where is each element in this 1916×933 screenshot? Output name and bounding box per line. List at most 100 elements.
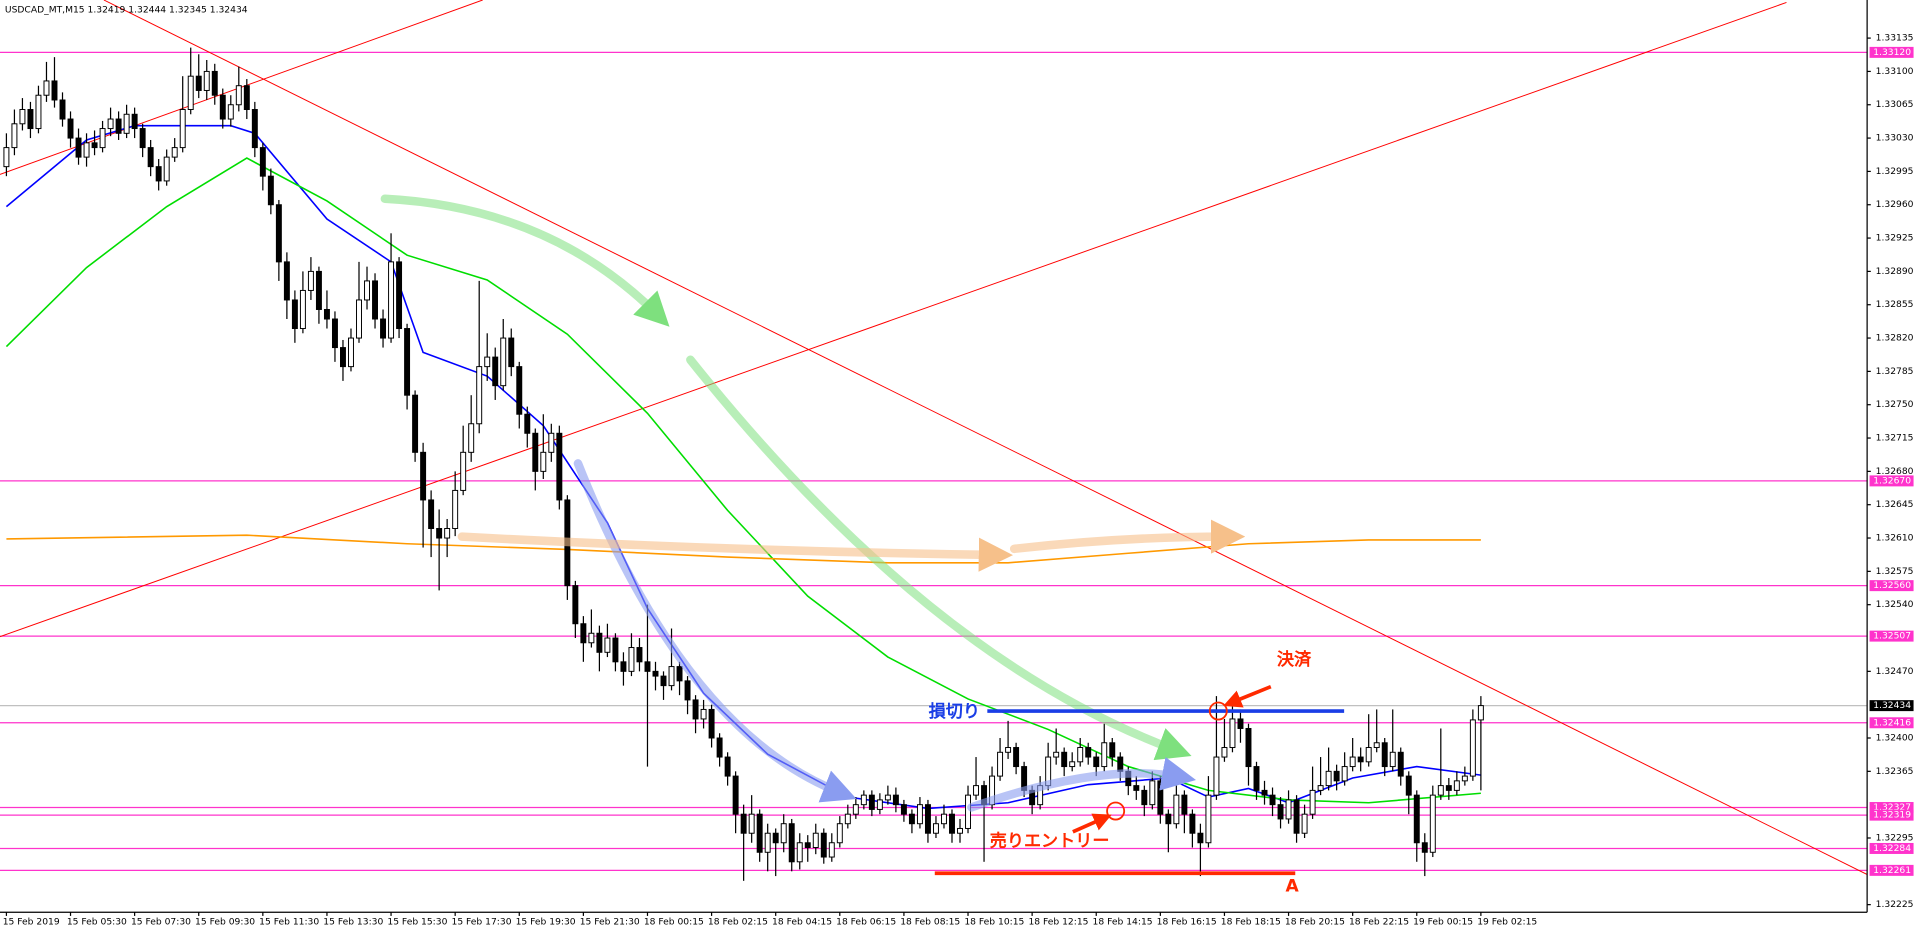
candle-body (652, 670, 659, 677)
level-label: 1.32416 (1873, 718, 1911, 728)
x-tick-label: 18 Feb 12:15 (1028, 918, 1088, 928)
x-tick-label: 18 Feb 16:15 (1157, 918, 1217, 928)
x-tick-label: 15 Feb 19:30 (516, 918, 576, 928)
candle-body (1245, 727, 1252, 768)
candle-body (1349, 756, 1356, 768)
candle-body (580, 623, 587, 644)
candle-body (516, 366, 523, 415)
candle-body (99, 128, 106, 149)
x-tick-label: 18 Feb 10:15 (964, 918, 1024, 928)
candle-body (1221, 747, 1228, 758)
candle-body (404, 328, 411, 396)
x-tick-label: 18 Feb 08:15 (900, 918, 960, 928)
candle-body (1341, 766, 1348, 782)
y-tick-label: 1.32470 (1876, 667, 1914, 677)
moving-average (6, 534, 1481, 564)
candle-body (1085, 747, 1092, 758)
candle-body (1141, 789, 1148, 806)
candle-body (764, 832, 771, 853)
entry-marker (1106, 801, 1126, 821)
candle-body (83, 142, 90, 158)
candle-body (1381, 742, 1388, 768)
y-tick-label: 1.32575 (1876, 567, 1914, 577)
x-tick-label: 18 Feb 18:15 (1221, 918, 1281, 928)
candle-body (1253, 766, 1260, 791)
x-tick-label: 15 Feb 11:30 (259, 918, 319, 928)
candle-body (139, 128, 146, 149)
arrow (457, 532, 1013, 572)
annotations: 損切り 決済 売りエントリー A (929, 649, 1345, 897)
candle-body (892, 794, 899, 806)
candle-body (676, 666, 683, 682)
candle-body (91, 142, 98, 149)
x-tick-label: 15 Feb 2019 (3, 918, 60, 928)
candle-body (35, 94, 42, 130)
candle-body (1445, 785, 1452, 791)
axis-labels: 1.33135 1.33100 1.33065 1.33030 1.32995 1.329… (3, 34, 1914, 928)
candle-body (315, 270, 322, 310)
candle-body (1365, 747, 1372, 763)
stop-loss-label: 損切り (929, 701, 980, 722)
candle-body (716, 737, 723, 758)
hint-arrows (380, 194, 1246, 812)
y-tick-label: 1.32715 (1876, 434, 1914, 444)
candle-body (412, 394, 419, 453)
candle-body (1397, 751, 1404, 777)
candle-body (724, 756, 731, 777)
candle-body (708, 708, 715, 739)
candle-body (941, 813, 947, 825)
x-tick-label: 19 Feb 00:15 (1413, 918, 1473, 928)
candle-body (323, 308, 330, 320)
candle-body (203, 70, 210, 91)
candle-body (772, 832, 779, 844)
exit-label: 決済 (1277, 649, 1312, 670)
candle-body (957, 827, 963, 834)
candle-body (372, 280, 379, 320)
candle-body (1077, 747, 1084, 763)
candle-body (1389, 751, 1396, 768)
y-tick-label: 1.32540 (1876, 600, 1914, 610)
candle-body (348, 337, 354, 368)
candle-body (75, 137, 82, 158)
candle-body (997, 751, 1004, 777)
candle-body (1277, 804, 1284, 820)
candle-body (1477, 705, 1484, 721)
candle-body (275, 204, 282, 263)
candle-body (973, 785, 980, 796)
candle-body (1069, 761, 1076, 768)
x-tick-label: 15 Feb 13:30 (323, 918, 383, 928)
candle-body (1149, 780, 1156, 806)
candle-body (1229, 718, 1236, 749)
candle-body (115, 118, 122, 134)
entry-label: 売りエントリー (990, 831, 1110, 852)
y-tick-label: 1.32995 (1876, 167, 1914, 177)
exit-marker (1208, 701, 1228, 721)
candle-body (636, 647, 643, 663)
candle-body (444, 528, 451, 539)
level-label: 1.32670 (1873, 476, 1911, 486)
candle-body (460, 451, 467, 491)
candle-body (1261, 789, 1268, 796)
candle-body (1093, 756, 1100, 768)
level-tag (1869, 630, 1914, 642)
candle-body (307, 270, 314, 291)
candle-body (1309, 789, 1316, 815)
candle-body (1373, 742, 1380, 749)
candle-body (3, 147, 10, 168)
candle-body (163, 156, 170, 182)
candle-body (283, 261, 290, 301)
candle-body (508, 337, 515, 368)
candle-body (340, 347, 346, 368)
candle-body (380, 318, 387, 339)
candle-body (1213, 756, 1220, 796)
candle-body (1181, 794, 1188, 815)
candle-body (884, 794, 891, 801)
x-tick-label: 18 Feb 06:15 (836, 918, 896, 928)
x-tick-label: 18 Feb 22:15 (1349, 918, 1409, 928)
x-tick-label: 18 Feb 02:15 (708, 918, 768, 928)
candle-body (1293, 799, 1300, 834)
level-label: 1.32327 (1873, 803, 1911, 813)
candle-body (420, 451, 427, 501)
level-label: 1.32507 (1873, 632, 1911, 642)
